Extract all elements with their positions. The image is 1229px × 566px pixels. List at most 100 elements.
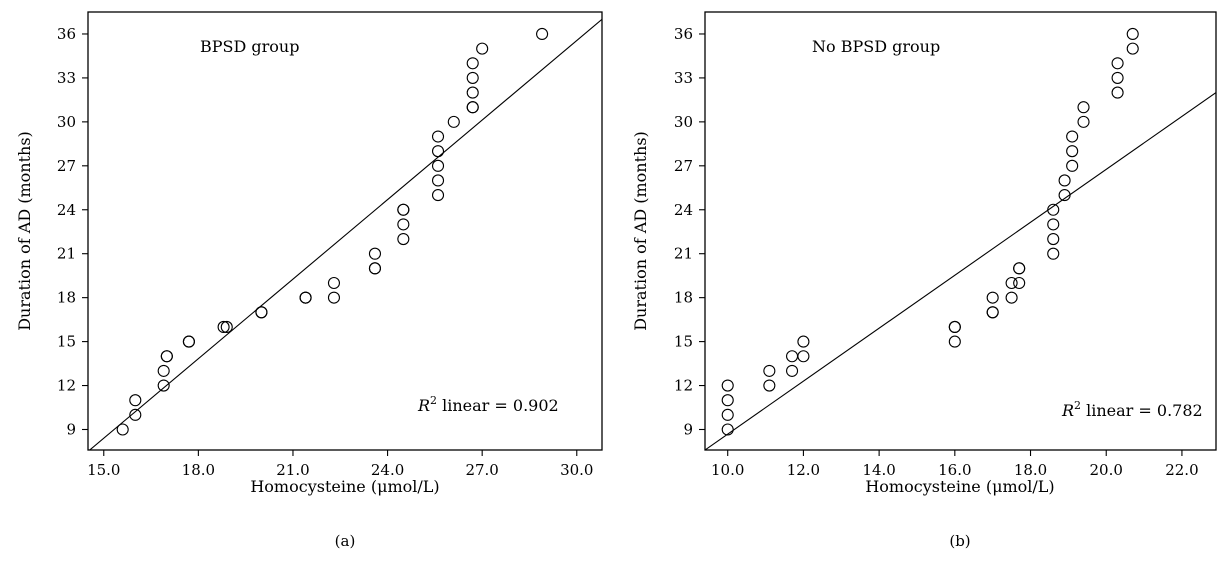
data-point	[536, 27, 549, 41]
r-squared-value: linear = 0.782	[1081, 401, 1203, 420]
data-point	[466, 71, 479, 84]
data-point	[182, 335, 195, 348]
data-point	[466, 57, 479, 70]
data-point	[157, 379, 170, 392]
y-tick-label: 36	[674, 25, 693, 43]
y-axis-label: Duration of AD (months)	[15, 131, 34, 331]
data-point	[397, 233, 410, 246]
data-point	[466, 86, 479, 99]
data-point	[986, 306, 999, 319]
x-tick-label: 30.0	[560, 461, 593, 479]
data-point	[786, 364, 799, 377]
data-point	[1047, 203, 1060, 216]
x-tick-label: 24.0	[371, 461, 404, 479]
data-point	[1047, 233, 1060, 246]
data-point	[1005, 276, 1018, 290]
data-point	[157, 364, 170, 377]
x-tick-label: 22.0	[1165, 461, 1198, 479]
data-point	[1111, 86, 1124, 99]
y-tick-label: 18	[57, 289, 76, 307]
group-label: BPSD group	[200, 37, 299, 56]
x-tick-label: 16.0	[938, 461, 971, 479]
plot-frame	[704, 11, 1217, 451]
data-point	[217, 320, 230, 333]
y-tick-label: 27	[674, 157, 693, 175]
data-point	[721, 408, 734, 421]
data-point	[431, 189, 445, 202]
data-point	[431, 130, 445, 143]
x-tick-label: 20.0	[1090, 461, 1123, 479]
data-point	[397, 203, 410, 216]
x-tick-label: 27.0	[465, 461, 498, 479]
data-point	[255, 306, 268, 319]
data-point	[431, 174, 445, 187]
data-point	[786, 350, 799, 363]
data-point	[1077, 101, 1090, 114]
x-tick-label: 14.0	[862, 461, 895, 479]
data-point	[721, 394, 734, 407]
data-point	[327, 276, 341, 290]
data-point	[476, 42, 489, 55]
data-point	[1013, 276, 1026, 290]
data-point	[160, 350, 173, 363]
data-point	[1126, 42, 1139, 55]
y-axis-label: Duration of AD (months)	[631, 131, 650, 331]
y-tick-label: 9	[66, 420, 76, 438]
group-label: No BPSD group	[812, 37, 940, 56]
data-point	[721, 379, 734, 392]
y-tick-label: 27	[57, 157, 76, 175]
panel-label: (b)	[949, 532, 970, 550]
data-point	[220, 320, 233, 333]
data-point	[1126, 27, 1139, 41]
y-tick-label: 33	[674, 69, 693, 87]
chart-panel-a: 15.0 18.0 21.0 24.0 27.0 30.0 9 12 15 18 21 24 27 30 3…	[15, 11, 603, 550]
y-tick-label: 24	[57, 201, 76, 219]
r-superscript: 2	[430, 394, 437, 407]
data-point	[986, 291, 999, 304]
data-point	[763, 364, 776, 377]
x-tick-label: 18.0	[182, 461, 215, 479]
x-tick-label: 15.0	[87, 461, 120, 479]
data-point	[327, 291, 341, 304]
chart-panel-b: 10.0 12.0 14.0 16.0 18.0 20.0 22.0 9 12 15 18 21 24 2…	[631, 11, 1217, 550]
x-tick-label: 18.0	[1014, 461, 1047, 479]
data-point	[1058, 189, 1071, 202]
data-point	[1058, 174, 1071, 187]
y-tick-label: 21	[57, 245, 76, 263]
x-tick-label: 12.0	[787, 461, 820, 479]
data-point	[797, 335, 810, 348]
data-point	[948, 335, 961, 348]
y-tick-label: 30	[57, 113, 76, 131]
y-tick-label: 12	[57, 377, 76, 395]
r-squared-label: R2 linear = 0.782	[1061, 399, 1203, 420]
data-point	[948, 320, 961, 333]
data-point	[721, 423, 734, 436]
r-squared-value: linear = 0.902	[437, 396, 559, 415]
data-point	[763, 379, 776, 392]
r-symbol: R	[1061, 401, 1074, 420]
x-axis-label: Homocysteine (μmol/L)	[250, 477, 439, 496]
data-point	[1005, 291, 1018, 304]
data-point	[129, 408, 142, 421]
y-tick-label: 9	[683, 420, 693, 438]
data-point	[129, 394, 142, 407]
y-tick-label: 30	[674, 113, 693, 131]
data-point	[1066, 130, 1079, 143]
data-point	[299, 291, 312, 304]
data-point	[368, 262, 382, 275]
data-point	[1066, 159, 1079, 172]
regression-line	[705, 92, 1216, 450]
data-point	[466, 101, 479, 114]
data-point	[397, 218, 410, 231]
data-point	[1066, 145, 1079, 158]
r-symbol: R	[417, 396, 430, 415]
plot-frame	[87, 11, 603, 451]
y-tick-label: 12	[674, 377, 693, 395]
data-point	[1077, 115, 1090, 128]
x-tick-label: 21.0	[276, 461, 309, 479]
data-point	[1111, 71, 1124, 84]
r-squared-label: R2 linear = 0.902	[417, 394, 559, 415]
r-superscript: 2	[1074, 399, 1081, 412]
y-tick-label: 24	[674, 201, 693, 219]
